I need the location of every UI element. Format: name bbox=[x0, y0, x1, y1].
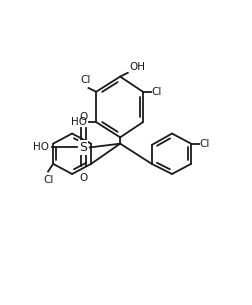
Text: HO: HO bbox=[71, 117, 87, 127]
Text: Cl: Cl bbox=[151, 87, 162, 97]
Text: Cl: Cl bbox=[199, 139, 209, 149]
Text: Cl: Cl bbox=[43, 175, 53, 185]
Text: O: O bbox=[79, 112, 87, 122]
Text: O: O bbox=[79, 173, 87, 183]
Text: OH: OH bbox=[129, 62, 144, 72]
Text: Cl: Cl bbox=[80, 75, 91, 85]
Text: S: S bbox=[79, 141, 87, 154]
Text: HO: HO bbox=[33, 142, 49, 152]
